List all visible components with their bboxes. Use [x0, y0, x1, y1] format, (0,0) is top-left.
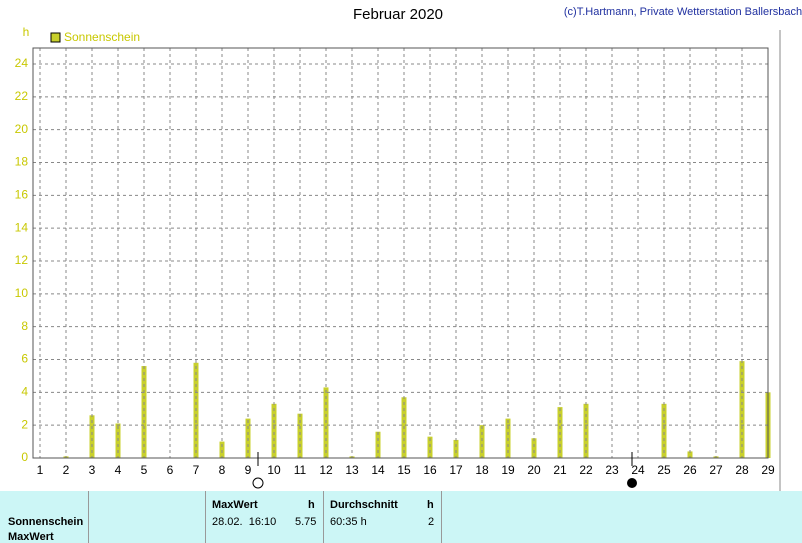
x-tick-label: 24 [631, 463, 645, 477]
legend-label: Sonnenschein [64, 30, 140, 44]
y-tick-label: 18 [15, 155, 29, 169]
credit: (c)T.Hartmann, Private Wetterstation Bal… [564, 6, 802, 18]
header: h [308, 499, 315, 511]
bar [219, 441, 225, 458]
bar [89, 415, 95, 458]
legend-swatch [50, 32, 61, 43]
col-sep [88, 491, 89, 543]
y-tick-label: 14 [15, 220, 29, 234]
x-tick-label: 1 [37, 463, 44, 477]
x-tick-label: 14 [371, 463, 385, 477]
y-tick-label: 4 [21, 385, 28, 399]
y-tick-label: 6 [21, 352, 28, 366]
x-tick-label: 20 [527, 463, 541, 477]
y-tick-label: 2 [21, 417, 28, 431]
x-tick-label: 21 [553, 463, 567, 477]
bar [531, 438, 537, 458]
cell: 28.02. 16:10 [212, 516, 277, 528]
y-tick-label: 22 [15, 89, 29, 103]
x-tick-label: 22 [579, 463, 593, 477]
y-tick-label: 16 [15, 188, 29, 202]
bar [141, 366, 147, 458]
y-tick-label: 12 [15, 253, 29, 267]
x-tick-label: 15 [397, 463, 411, 477]
y-tick-label: 0 [21, 450, 28, 464]
summary-table: MaxWert h Durchschnitt h Sonnenschein Ma… [0, 491, 802, 543]
x-tick-label: 16 [423, 463, 437, 477]
x-tick-label: 5 [141, 463, 148, 477]
y-tick-label: 10 [15, 286, 29, 300]
bar [661, 403, 667, 458]
cell: 5.75 [295, 516, 317, 528]
x-tick-label: 17 [449, 463, 463, 477]
plot-frame [32, 47, 769, 459]
col-sep [323, 491, 324, 543]
bar [297, 413, 303, 458]
x-tick-label: 12 [319, 463, 333, 477]
x-tick-label: 27 [709, 463, 723, 477]
x-tick-label: 13 [345, 463, 359, 477]
header: Durchschnitt [330, 499, 398, 511]
y-tick-label: 8 [21, 319, 28, 333]
header: h [427, 499, 434, 511]
col-sep [205, 491, 206, 543]
bar [427, 436, 433, 458]
x-tick-label: 26 [683, 463, 697, 477]
bar [453, 439, 459, 458]
chart-title: Februar 2020 [353, 6, 443, 23]
x-tick-label: 29 [761, 463, 775, 477]
row-label: Sonnenschein [8, 516, 84, 528]
cell: 60:35 h [330, 516, 367, 528]
row-label: MaxWert [8, 531, 54, 543]
x-tick-label: 25 [657, 463, 671, 477]
x-tick-label: 4 [115, 463, 122, 477]
x-tick-label: 3 [89, 463, 96, 477]
chart: Februar 2020 (c)T.Hartmann, Private Wett… [15, 6, 802, 491]
new-moon [627, 478, 637, 488]
x-tick-label: 18 [475, 463, 489, 477]
full-moon [252, 477, 264, 489]
x-tick-label: 9 [245, 463, 252, 477]
x-tick-label: 10 [267, 463, 281, 477]
x-tick-label: 8 [219, 463, 226, 477]
x-tick-label: 28 [735, 463, 749, 477]
header: MaxWert [212, 499, 258, 511]
bar [583, 403, 589, 458]
cell: 2 [428, 516, 435, 528]
x-tick-label: 6 [167, 463, 174, 477]
y-unit: h [23, 25, 30, 39]
x-tick-label: 11 [294, 463, 307, 477]
bar [271, 403, 277, 458]
y-tick-label: 24 [15, 56, 29, 70]
y-tick-label: 20 [15, 122, 29, 136]
x-tick-label: 23 [605, 463, 619, 477]
x-tick-label: 2 [63, 463, 70, 477]
bar [687, 451, 693, 458]
x-tick-label: 7 [193, 463, 200, 477]
bar [479, 425, 485, 458]
x-tick-label: 19 [501, 463, 515, 477]
col-sep [441, 491, 442, 543]
